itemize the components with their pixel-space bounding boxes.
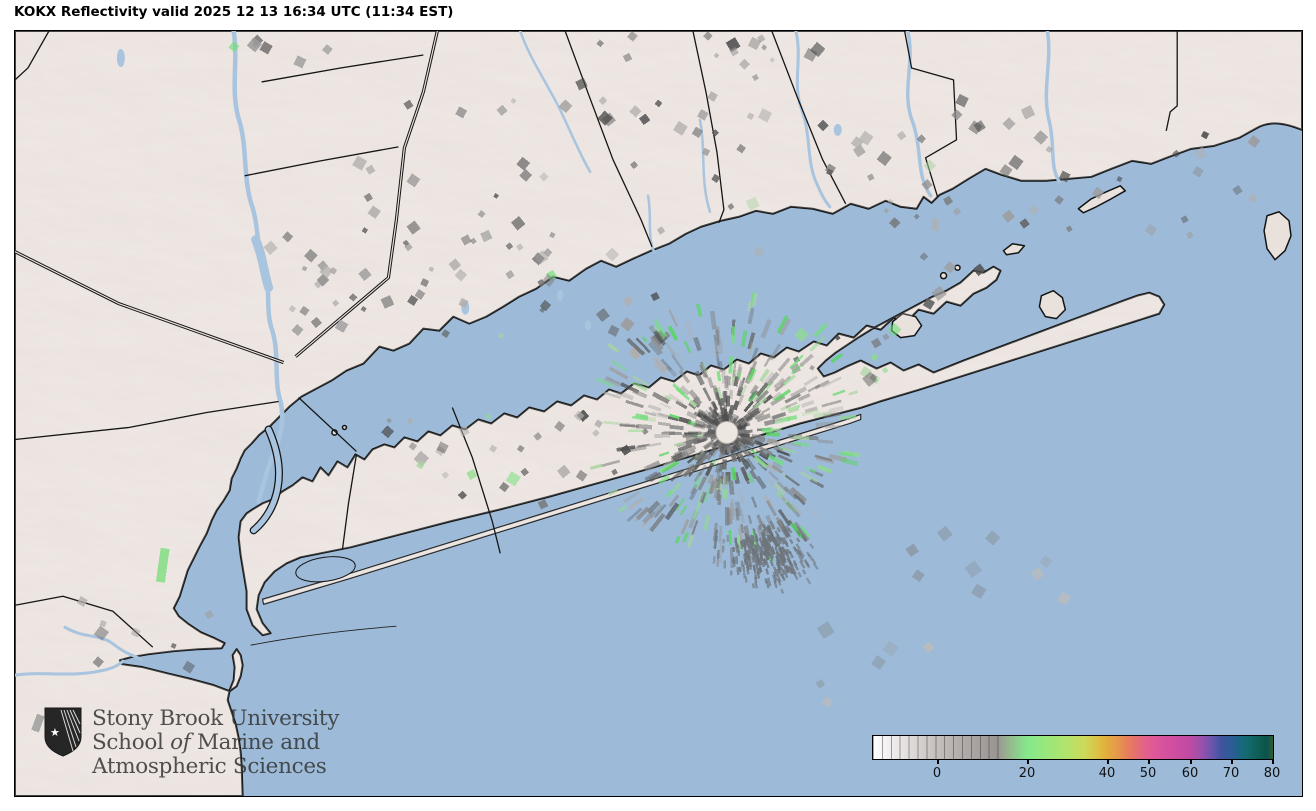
small-island (954, 264, 961, 271)
colorbar-tick (1107, 759, 1109, 764)
colorbar-tick (1272, 759, 1274, 764)
colorbar-tick (937, 759, 939, 764)
boundaries (15, 31, 1178, 648)
map-svg (15, 31, 1302, 796)
colorbar-step-lines (873, 736, 999, 759)
stony-brook-shield-icon: ★ (44, 707, 82, 757)
colorbar-tick (1231, 759, 1233, 764)
colorbar-tick-label: 60 (1181, 766, 1199, 781)
ship-channel-line (250, 625, 397, 646)
offshore-island (1263, 211, 1292, 261)
radar-speckles (31, 31, 1261, 733)
branding-line-3: Atmospheric Sciences (92, 754, 327, 779)
gardiners-island (1038, 289, 1067, 320)
colorbar-tick-label: 40 (1098, 766, 1116, 781)
colorbar-tick (1027, 759, 1029, 764)
colorbar-tick (1190, 759, 1192, 764)
branding-line-1: Stony Brook University (92, 706, 340, 731)
page-title: KOKX Reflectivity valid 2025 12 13 16:34… (14, 4, 454, 20)
colorbar-tick-label: 70 (1222, 766, 1240, 781)
small-island (331, 429, 338, 436)
colorbar-tick-label: 80 (1263, 766, 1281, 781)
jamaica-bay (295, 556, 356, 583)
rivers (15, 31, 1062, 677)
colorbar: 0 20 40 50 60 70 80 (872, 735, 1280, 781)
svg-text:★: ★ (50, 726, 60, 739)
nyc-waterways (249, 425, 356, 583)
radar-map: 0 20 40 50 60 70 80 ★ Stony Brook University S… (14, 30, 1303, 797)
colorbar-gradient (873, 736, 1273, 759)
colorbar-tick-label: 50 (1139, 766, 1157, 781)
small-island (341, 424, 348, 431)
colorbar-tick (1148, 759, 1150, 764)
branding-line-2: School of Marine and (92, 730, 320, 755)
small-island (939, 271, 948, 280)
radar-site-hole (715, 420, 739, 444)
landmasses (15, 31, 1302, 796)
colorbar-tick-label: 0 (932, 766, 942, 781)
branding-text: Stony Brook University School of Marine … (92, 707, 339, 779)
colorbar-tick-label: 20 (1018, 766, 1036, 781)
plum-island (1002, 242, 1026, 256)
branding: ★ Stony Brook University School of Marin… (43, 707, 339, 779)
